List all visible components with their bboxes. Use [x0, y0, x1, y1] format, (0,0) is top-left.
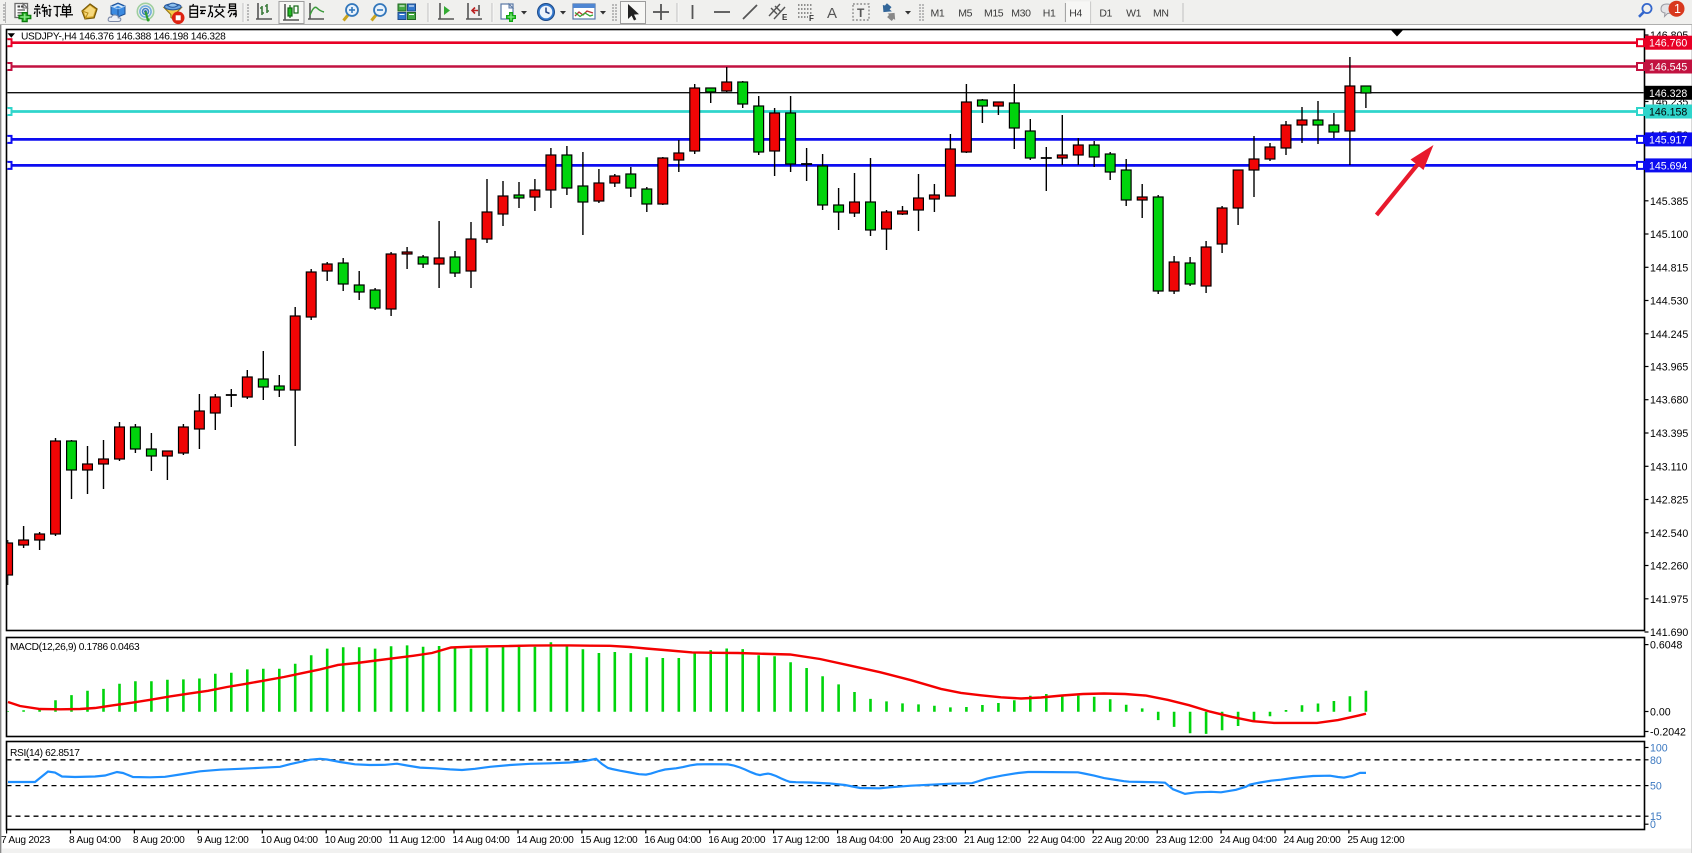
svg-text:24 Aug 04:00: 24 Aug 04:00: [1220, 835, 1278, 846]
svg-text:14 Aug 04:00: 14 Aug 04:00: [453, 835, 511, 846]
svg-text:18 Aug 04:00: 18 Aug 04:00: [836, 835, 894, 846]
svg-text:25 Aug 12:00: 25 Aug 12:00: [1347, 835, 1405, 846]
svg-text:1: 1: [1674, 2, 1681, 16]
svg-text:H4: H4: [1069, 8, 1082, 20]
svg-text:145.694: 145.694: [1649, 160, 1687, 172]
svg-text:8 Aug 04:00: 8 Aug 04:00: [69, 835, 121, 846]
svg-text:F: F: [809, 14, 814, 23]
svg-text:141.690: 141.690: [1650, 627, 1688, 639]
svg-text:145.385: 145.385: [1650, 196, 1688, 208]
svg-text:146.545: 146.545: [1649, 62, 1687, 74]
svg-text:16 Aug 04:00: 16 Aug 04:00: [644, 835, 702, 846]
svg-text:MN: MN: [1153, 8, 1169, 20]
svg-text:15: 15: [1650, 811, 1662, 823]
svg-text:146.760: 146.760: [1649, 38, 1687, 50]
svg-text:144.245: 144.245: [1650, 329, 1688, 341]
svg-text:MACD(12,26,9) 0.1786 0.0463: MACD(12,26,9) 0.1786 0.0463: [10, 642, 140, 653]
svg-text:17 Aug 12:00: 17 Aug 12:00: [772, 835, 830, 846]
svg-text:100: 100: [1650, 743, 1668, 755]
svg-text:0.00: 0.00: [1650, 707, 1671, 719]
svg-text:8 Aug 20:00: 8 Aug 20:00: [133, 835, 185, 846]
svg-text:142.825: 142.825: [1650, 495, 1688, 507]
svg-text:14 Aug 20:00: 14 Aug 20:00: [517, 835, 575, 846]
svg-text:144.530: 144.530: [1650, 296, 1688, 308]
svg-text:16 Aug 20:00: 16 Aug 20:00: [708, 835, 766, 846]
svg-text:T: T: [857, 6, 865, 20]
svg-text:11 Aug 12:00: 11 Aug 12:00: [389, 835, 446, 846]
svg-text:0: 0: [1650, 819, 1656, 831]
svg-text:10 Aug 04:00: 10 Aug 04:00: [261, 835, 319, 846]
svg-text:144.815: 144.815: [1650, 262, 1688, 274]
svg-text:80: 80: [1650, 755, 1662, 767]
svg-text:143.110: 143.110: [1650, 461, 1688, 473]
svg-text:24 Aug 20:00: 24 Aug 20:00: [1284, 835, 1342, 846]
svg-text:145.917: 145.917: [1649, 134, 1687, 146]
svg-text:20 Aug 23:00: 20 Aug 23:00: [900, 835, 958, 846]
svg-text:-0.2042: -0.2042: [1650, 727, 1686, 739]
svg-text:M1: M1: [931, 8, 945, 20]
svg-text:M30: M30: [1011, 8, 1031, 20]
svg-text:H1: H1: [1043, 8, 1056, 20]
svg-text:145.100: 145.100: [1650, 229, 1688, 241]
svg-text:M15: M15: [984, 8, 1004, 20]
svg-text:RSI(14) 62.8517: RSI(14) 62.8517: [10, 748, 80, 759]
svg-text:E: E: [782, 13, 788, 22]
svg-text:141.975: 141.975: [1650, 594, 1688, 606]
svg-text:22 Aug 04:00: 22 Aug 04:00: [1028, 835, 1086, 846]
svg-text:142.540: 142.540: [1650, 528, 1688, 540]
svg-text:143.395: 143.395: [1650, 428, 1688, 440]
svg-text:143.965: 143.965: [1650, 362, 1688, 374]
svg-text:146.328: 146.328: [1649, 88, 1687, 100]
svg-text:21 Aug 12:00: 21 Aug 12:00: [964, 835, 1022, 846]
svg-text:M5: M5: [958, 8, 972, 20]
svg-text:23 Aug 12:00: 23 Aug 12:00: [1156, 835, 1214, 846]
svg-text:22 Aug 20:00: 22 Aug 20:00: [1092, 835, 1150, 846]
svg-text:50: 50: [1650, 781, 1662, 793]
svg-text:10 Aug 20:00: 10 Aug 20:00: [325, 835, 383, 846]
svg-text:A: A: [827, 5, 837, 22]
svg-text:143.680: 143.680: [1650, 395, 1688, 407]
svg-text:0.6048: 0.6048: [1650, 640, 1683, 652]
svg-text:15 Aug 12:00: 15 Aug 12:00: [580, 835, 638, 846]
svg-text:7 Aug 2023: 7 Aug 2023: [1, 835, 51, 846]
svg-text:142.260: 142.260: [1650, 561, 1688, 573]
svg-text:9 Aug 12:00: 9 Aug 12:00: [197, 835, 249, 846]
svg-text:W1: W1: [1126, 8, 1142, 20]
svg-text:146.158: 146.158: [1649, 107, 1687, 119]
svg-text:D1: D1: [1099, 8, 1112, 20]
svg-text:USDJPY-,H4 146.376 146.388 14: USDJPY-,H4 146.376 146.388 146.198 146.3…: [21, 32, 226, 43]
